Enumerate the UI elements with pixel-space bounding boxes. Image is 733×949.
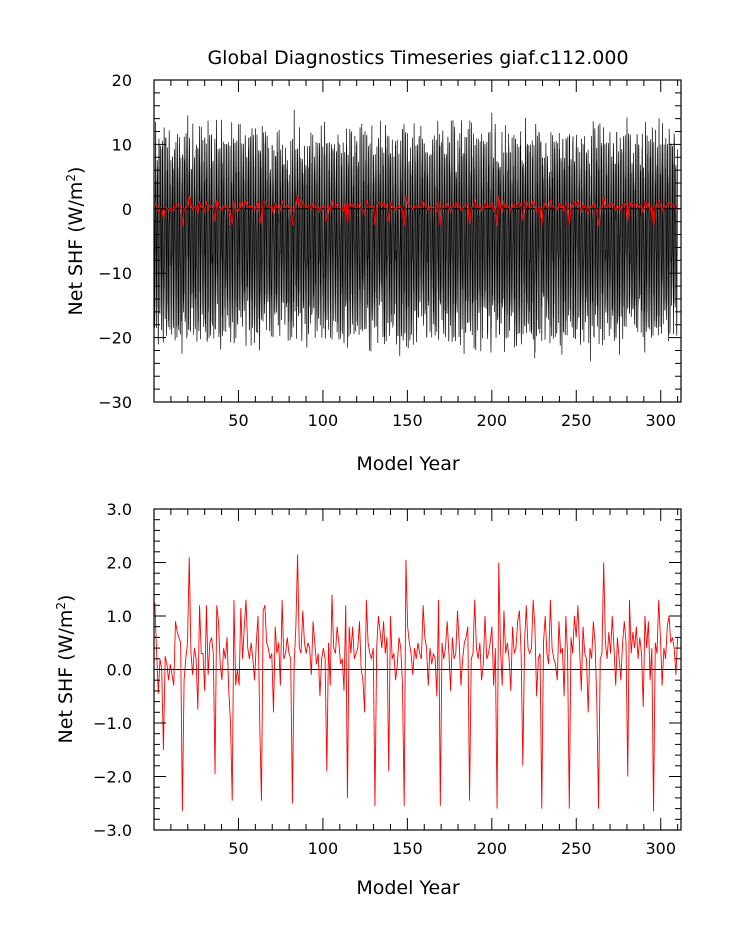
y-axis-title: Net SHF (W/m2) (64, 167, 87, 316)
chart-title: Global Diagnostics Timeseries giaf.c112.… (207, 47, 628, 69)
y-tick-label: −2.0 (93, 768, 132, 787)
x-tick-label: 200 (477, 839, 508, 858)
x-tick-label: 250 (561, 839, 592, 858)
y-tick-label: −1.0 (93, 714, 132, 733)
y-tick-label: −30 (98, 393, 132, 412)
y-tick-label: 2.0 (107, 554, 132, 573)
y-tick-label: 20 (112, 71, 132, 90)
y-tick-label: 1.0 (107, 607, 132, 626)
top-panel: Global Diagnostics Timeseries giaf.c112.… (64, 47, 682, 475)
y-tick-label: −3.0 (93, 821, 132, 840)
plot-frame (153, 79, 682, 403)
x-axis-title: Model Year (356, 453, 460, 475)
bottom-panel: Model Year Net SHF (W/m2) 50 100 150 200 250… (54, 500, 682, 899)
y-axis-title-superscript: 2 (54, 602, 68, 610)
x-tick-label: 50 (228, 839, 248, 858)
y-axis-title-end: ) (55, 595, 77, 602)
monthly-series-line (153, 109, 678, 362)
x-tick-label: 50 (228, 411, 248, 430)
y-tick-label: −10 (98, 264, 132, 283)
x-tick-label: 150 (392, 411, 423, 430)
annual-mean-series-line (154, 554, 679, 812)
x-tick-label: 300 (645, 839, 676, 858)
y-axis-title-base: Net SHF (W/m (65, 182, 87, 316)
x-tick-label: 100 (308, 411, 339, 430)
y-tick-label: 3.0 (107, 500, 132, 519)
y-axis-title-base: Net SHF (W/m (55, 610, 77, 744)
x-tick-label: 100 (308, 839, 339, 858)
y-tick-label: 0.0 (107, 661, 132, 680)
x-tick-label: 200 (477, 411, 508, 430)
x-tick-label: 300 (645, 411, 676, 430)
y-tick-label: −20 (98, 329, 132, 348)
y-axis-title: Net SHF (W/m2) (54, 595, 77, 744)
y-tick-label: 0 (122, 200, 132, 219)
x-tick-label: 150 (392, 839, 423, 858)
x-axis-title: Model Year (356, 877, 460, 899)
y-axis-title-superscript: 2 (64, 174, 78, 182)
x-tick-label: 250 (561, 411, 592, 430)
y-axis-title-end: ) (65, 167, 87, 174)
annual-mean-series-line (154, 194, 679, 226)
y-tick-label: 10 (112, 135, 132, 154)
